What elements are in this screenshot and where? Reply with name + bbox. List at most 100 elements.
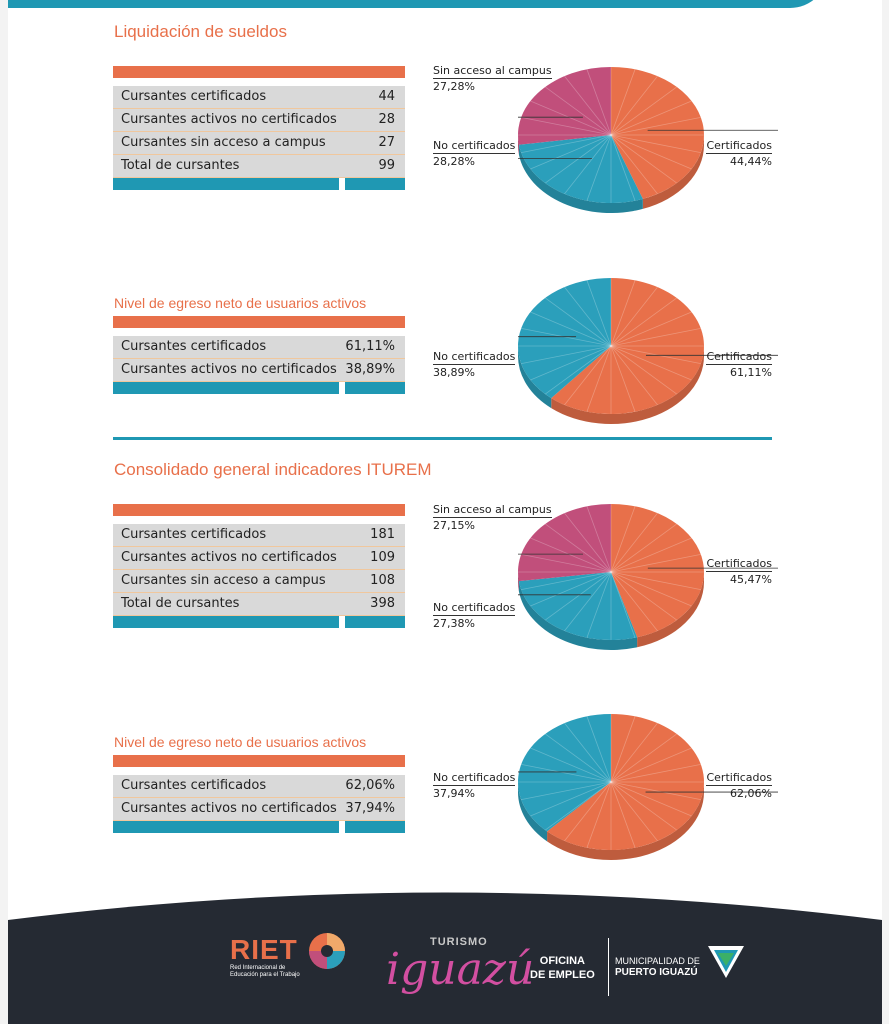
table-row: Cursantes sin acceso a campus 108 [113, 570, 405, 593]
table-egreso-2: Cursantes certificados 62,06% Cursantes a… [113, 755, 405, 833]
table-egreso-1: Cursantes certificados 61,11% Cursantes a… [113, 316, 405, 394]
table-row: Cursantes activos no certificados 38,89% [113, 359, 405, 382]
iguazu-logo: TURISMO iguazú [386, 936, 535, 995]
pie-slice-side [518, 346, 552, 409]
pie-texture-line [610, 764, 701, 783]
section-title-consolidado: Consolidado general indicadores ITUREM [114, 460, 432, 479]
pie-texture-line [610, 286, 658, 347]
oficina-empleo-logo: OFICINA DE EMPLEO [530, 955, 595, 981]
table-consolidado: Cursantes certificados 181 Cursantes acti… [113, 504, 405, 628]
table-row: Cursantes activos no certificados 37,94% [113, 798, 405, 821]
row-value: 61,11% [345, 339, 395, 354]
pie-slice-side [518, 135, 519, 155]
pie-texture-line [610, 571, 636, 638]
table-row: Total de cursantes 99 [113, 155, 405, 178]
pie-label-sin-acceso: Sin acceso al campus 27,28% [433, 64, 552, 93]
pie-texture-line [530, 311, 612, 347]
table-row: Cursantes activos no certificados 28 [113, 109, 405, 132]
section-title-liquidacion: Liquidación de sueldos [114, 22, 287, 41]
pie-slice-side [547, 782, 704, 860]
pie-slice-side [642, 135, 704, 209]
row-label: Cursantes certificados [121, 527, 267, 542]
pie-slice [551, 278, 704, 414]
pie-texture-line [610, 523, 677, 573]
row-value: 398 [370, 596, 395, 611]
pie-slice-side [637, 572, 704, 648]
footer-background [8, 892, 882, 1024]
pie-texture-line [610, 75, 658, 136]
table-liquidacion: Cursantes certificados 44 Cursantes activ… [113, 66, 405, 190]
pie-texture-line [530, 537, 612, 573]
row-label: Total de cursantes [121, 596, 240, 611]
pie-texture-line [610, 781, 658, 842]
pie-texture-line [610, 571, 692, 607]
row-label: Cursantes certificados [121, 89, 267, 104]
report-page: Liquidación de sueldos Cursantes certifi… [8, 0, 882, 1024]
pie-texture-line [564, 134, 612, 195]
pie-texture-line [610, 716, 636, 783]
row-label: Cursantes activos no certificados [121, 801, 337, 816]
pie-texture-line [545, 781, 612, 831]
pie-texture-line [545, 297, 612, 347]
pie-texture-line [586, 571, 612, 638]
pie-svg [518, 714, 778, 860]
table-footer-bar [113, 821, 405, 833]
pie-texture-line [610, 69, 636, 136]
pie-label-certificados: Certificados 44,44% [706, 139, 772, 168]
pie-slice [611, 504, 705, 638]
pie-texture-line [610, 311, 692, 347]
pie-texture-line [610, 345, 677, 395]
pie-texture-line [564, 571, 612, 632]
pie-svg [518, 504, 778, 650]
pie-slice [518, 278, 611, 399]
pie-texture-line [521, 117, 612, 136]
pie-texture-line [530, 781, 612, 817]
pie-slice [518, 572, 638, 640]
pie-texture-line [610, 345, 701, 364]
row-value: 37,94% [345, 801, 395, 816]
pie-texture-line [610, 100, 692, 136]
pie-texture-line [610, 86, 677, 136]
table-header-bar [113, 66, 405, 78]
table-row: Cursantes certificados 62,06% [113, 775, 405, 798]
pie-texture-line [610, 781, 636, 848]
pie-texture-line [610, 781, 692, 817]
pie-texture-line [610, 134, 658, 195]
pie-label-certificados: Certificados 61,11% [706, 350, 772, 379]
pie-texture-line [610, 781, 701, 800]
pie-texture-line [545, 345, 612, 395]
row-label: Total de cursantes [121, 158, 240, 173]
section-title-egreso-2: Nivel de egreso neto de usuarios activos [114, 734, 367, 750]
pie-texture-line [586, 345, 612, 412]
row-value: 109 [370, 550, 395, 565]
pie-texture-line [521, 781, 612, 800]
pie-texture-line [564, 781, 612, 842]
footer-separator [608, 938, 609, 996]
row-label: Cursantes activos no certificados [121, 550, 337, 565]
pie-texture-line [586, 781, 612, 848]
pie-texture-line [610, 134, 636, 201]
pie-texture-line [610, 571, 701, 590]
pie-slice-side [518, 782, 548, 842]
pie-chart-consolidado: Sin acceso al campus 27,15% Certificados 4… [428, 498, 808, 658]
pie-slice [518, 67, 611, 145]
pie-texture-line [610, 297, 677, 347]
pie-texture-line [545, 523, 612, 573]
pie-texture-line [610, 733, 677, 783]
pie-texture-line [610, 345, 636, 412]
pie-label-sin-acceso: Sin acceso al campus 27,15% [433, 503, 552, 532]
table-row: Total de cursantes 398 [113, 593, 405, 616]
table-header-bar [113, 316, 405, 328]
pie-slice-side [518, 572, 519, 592]
row-value: 181 [370, 527, 395, 542]
pie-texture-line [521, 345, 612, 364]
table-footer-bar [113, 178, 405, 190]
pie-texture-line [564, 345, 612, 406]
pie-slice-side [518, 144, 643, 213]
pie-texture-line [586, 716, 612, 783]
pie-texture-line [521, 571, 612, 590]
section-title-egreso-1: Nivel de egreso neto de usuarios activos [114, 295, 367, 311]
pie-label-no-certificados: No certificados 28,28% [433, 139, 516, 168]
table-row: Cursantes certificados 61,11% [113, 336, 405, 359]
pie-texture-line [564, 75, 612, 136]
